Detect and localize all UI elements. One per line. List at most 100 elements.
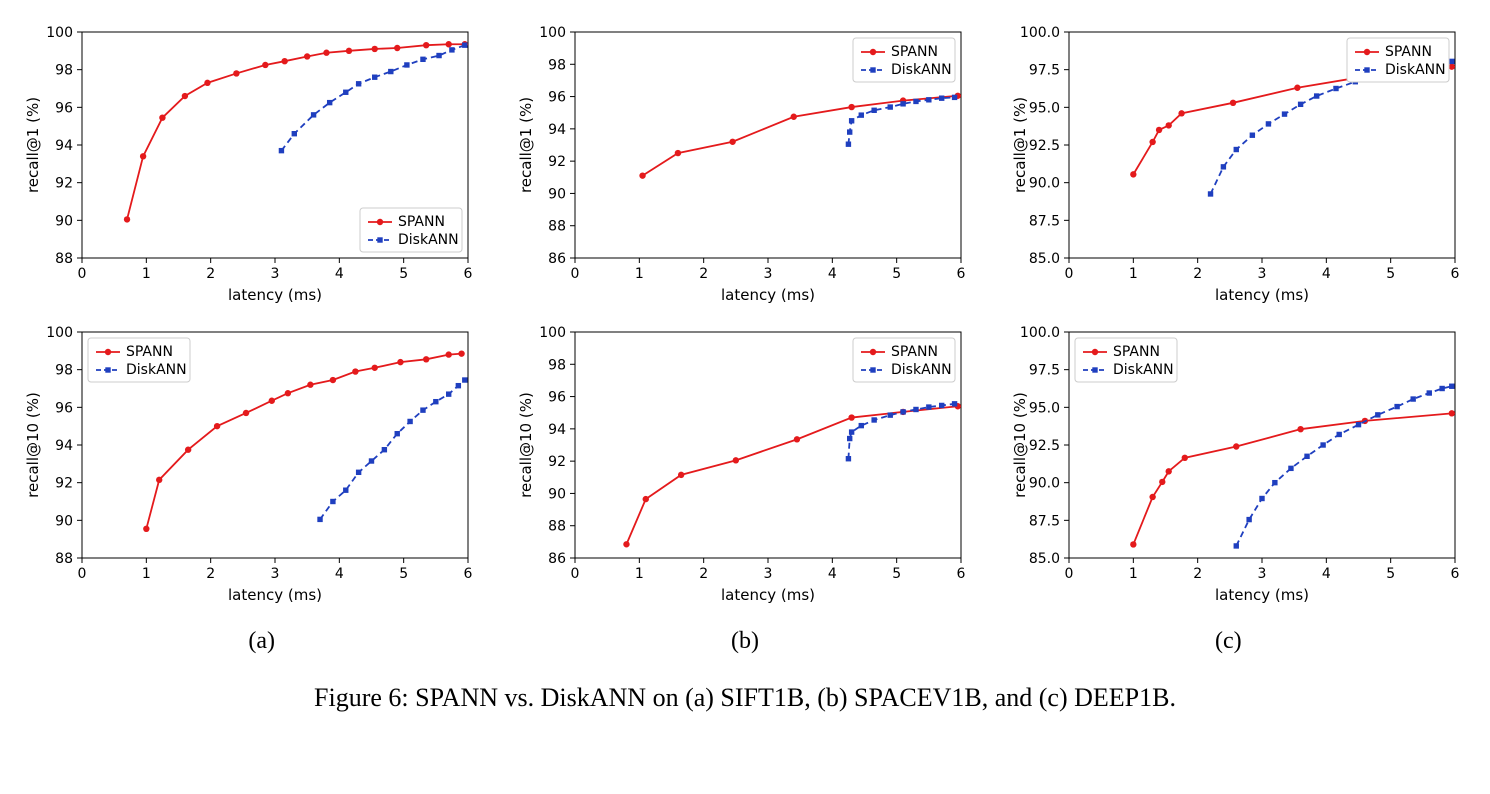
chart-grid: 0123456889092949698100latency (ms)recall… — [20, 20, 1470, 610]
svg-text:100: 100 — [540, 325, 567, 341]
marker-diskann — [914, 407, 919, 412]
panel-b-bot: 012345686889092949698100latency (ms)reca… — [513, 320, 976, 610]
figure-caption: Figure 6: SPANN vs. DiskANN on (a) SIFT1… — [20, 683, 1470, 713]
legend-label-spann: SPANN — [1113, 344, 1160, 360]
svg-text:98: 98 — [55, 363, 73, 379]
legend: SPANNDiskANN — [88, 338, 190, 382]
marker-diskann — [1220, 164, 1225, 169]
marker-spann — [640, 172, 646, 178]
marker-diskann — [926, 97, 931, 102]
marker-diskann — [279, 148, 284, 153]
marker-diskann — [1259, 496, 1264, 501]
svg-text:3: 3 — [1257, 266, 1266, 282]
svg-text:92: 92 — [55, 476, 73, 492]
svg-text:86: 86 — [549, 251, 567, 267]
marker-diskann — [404, 62, 409, 67]
svg-text:90: 90 — [55, 213, 73, 229]
marker-diskann — [311, 112, 316, 117]
marker-diskann — [1449, 59, 1454, 64]
marker-spann — [124, 216, 130, 222]
svg-text:94: 94 — [549, 422, 567, 438]
marker-spann — [849, 414, 855, 420]
svg-text:94: 94 — [549, 122, 567, 138]
marker-spann — [1230, 100, 1236, 106]
marker-diskann — [1281, 111, 1286, 116]
panel-c-top: 012345685.087.590.092.595.097.5100.0late… — [1007, 20, 1470, 310]
svg-text:87.5: 87.5 — [1028, 513, 1059, 529]
marker-diskann — [1426, 390, 1431, 395]
marker-spann — [1130, 541, 1136, 547]
svg-text:88: 88 — [549, 519, 567, 535]
y-axis-label: recall@10 (%) — [24, 392, 42, 498]
svg-text:92.5: 92.5 — [1028, 438, 1059, 454]
marker-spann — [624, 541, 630, 547]
x-axis-label: latency (ms) — [721, 286, 815, 304]
svg-text:100: 100 — [46, 25, 73, 41]
svg-text:0: 0 — [78, 566, 87, 582]
svg-text:4: 4 — [335, 266, 344, 282]
svg-text:90: 90 — [549, 486, 567, 502]
svg-text:3: 3 — [1257, 566, 1266, 582]
marker-diskann — [849, 118, 854, 123]
marker-diskann — [847, 436, 852, 441]
svg-text:5: 5 — [1386, 266, 1395, 282]
chart-panel-a-top: 0123456889092949698100latency (ms)recall… — [20, 20, 480, 310]
marker-diskann — [849, 429, 854, 434]
marker-diskann — [1304, 454, 1309, 459]
marker-spann — [397, 359, 403, 365]
svg-text:100.0: 100.0 — [1020, 25, 1060, 41]
series-line-diskann — [281, 45, 464, 150]
marker-spann — [794, 436, 800, 442]
legend-label-spann: SPANN — [126, 344, 173, 360]
svg-text:92: 92 — [549, 454, 567, 470]
marker-spann — [1178, 110, 1184, 116]
marker-diskann — [872, 108, 877, 113]
svg-text:1: 1 — [1129, 566, 1138, 582]
marker-diskann — [846, 456, 851, 461]
svg-text:6: 6 — [1450, 266, 1459, 282]
panel-a-top: 0123456889092949698100latency (ms)recall… — [20, 20, 483, 310]
marker-diskann — [1375, 412, 1380, 417]
svg-text:90.0: 90.0 — [1028, 176, 1059, 192]
marker-diskann — [292, 131, 297, 136]
marker-diskann — [382, 447, 387, 452]
svg-text:92: 92 — [549, 154, 567, 170]
marker-spann — [346, 48, 352, 54]
series-line-diskann — [1236, 386, 1452, 546]
marker-diskann — [1333, 86, 1338, 91]
marker-spann — [446, 351, 452, 357]
marker-spann — [791, 114, 797, 120]
series-line-diskann — [320, 380, 465, 519]
marker-spann — [1448, 63, 1454, 69]
svg-text:92.5: 92.5 — [1028, 138, 1059, 154]
series-line-spann — [1133, 67, 1451, 175]
y-axis-label: recall@10 (%) — [1011, 392, 1029, 498]
marker-diskann — [872, 417, 877, 422]
legend-label-diskann: DiskANN — [398, 232, 459, 248]
svg-text:0: 0 — [1064, 266, 1073, 282]
marker-diskann — [462, 377, 467, 382]
svg-text:5: 5 — [1386, 566, 1395, 582]
marker-diskann — [926, 404, 931, 409]
subcaption-b: (b) — [503, 628, 986, 655]
svg-text:4: 4 — [1322, 266, 1331, 282]
marker-diskann — [1272, 480, 1277, 485]
marker-spann — [281, 58, 287, 64]
subcaption-c: (c) — [987, 628, 1470, 655]
chart-panel-c-top: 012345685.087.590.092.595.097.5100.0late… — [1007, 20, 1467, 310]
series-line-spann — [643, 96, 958, 176]
marker-diskann — [343, 488, 348, 493]
marker-spann — [352, 368, 358, 374]
marker-diskann — [1265, 121, 1270, 126]
marker-spann — [458, 350, 464, 356]
svg-text:0: 0 — [1064, 566, 1073, 582]
svg-text:0: 0 — [571, 566, 580, 582]
legend: SPANNDiskANN — [360, 208, 462, 252]
legend: SPANNDiskANN — [853, 38, 955, 82]
svg-text:98: 98 — [55, 63, 73, 79]
marker-diskann — [1320, 442, 1325, 447]
marker-spann — [156, 477, 162, 483]
marker-diskann — [914, 99, 919, 104]
marker-diskann — [1233, 543, 1238, 548]
marker-spann — [159, 114, 165, 120]
